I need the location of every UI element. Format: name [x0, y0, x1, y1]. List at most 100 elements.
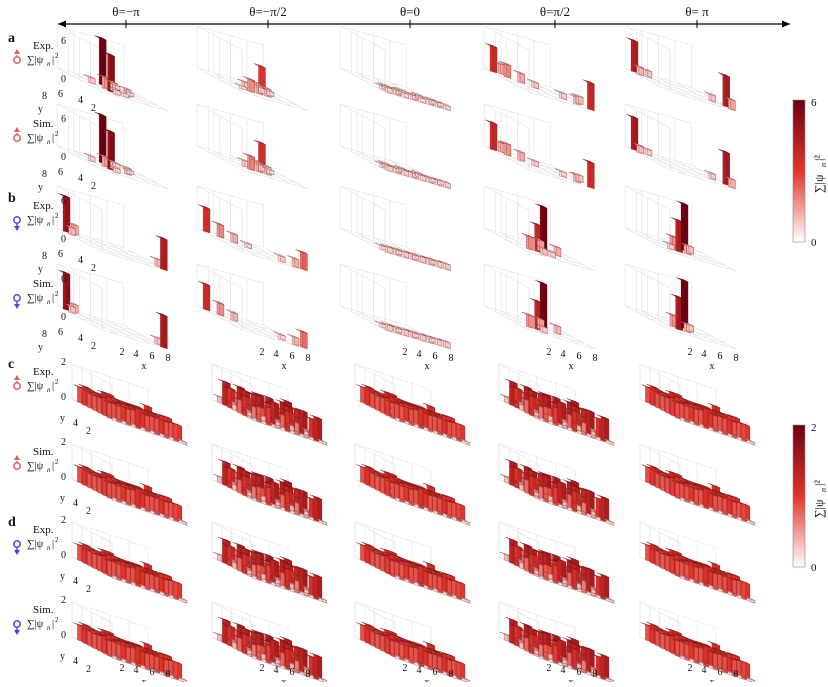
row-quantity-exponent: 2 — [55, 290, 59, 298]
colorbar-gradient — [793, 425, 805, 567]
y-tick: 8 — [42, 329, 47, 340]
row-quantity-subscript: n — [47, 624, 51, 632]
panel-2-1 — [197, 186, 308, 271]
panel-letter: d — [8, 515, 16, 530]
bar — [583, 80, 595, 111]
x-tick: 4 — [702, 349, 707, 360]
row-quantity-bar: | — [52, 293, 54, 304]
row-quantity-exponent: 2 — [55, 378, 59, 386]
theta-label: θ= π — [685, 4, 709, 19]
spin-up-icon — [14, 375, 20, 389]
row-quantity-subscript: n — [47, 466, 51, 474]
y-tick: 2 — [86, 506, 91, 517]
x-axis-label: x — [569, 677, 574, 682]
row-quantity-subscript: n — [47, 60, 51, 68]
theta-label: θ=π/2 — [540, 4, 570, 19]
x-tick: 4 — [134, 665, 139, 676]
spin-down-icon — [14, 217, 20, 231]
y-tick: 6 — [58, 327, 63, 338]
y-tick: 4 — [73, 498, 78, 509]
bar — [513, 149, 525, 162]
x-axis-label: x — [282, 677, 287, 682]
row-quantity-label: ∑|ψ — [27, 619, 44, 630]
floor-grid-line — [648, 80, 714, 99]
bar — [549, 323, 561, 335]
row-quantity-bar: | — [52, 539, 54, 550]
y-axis-label: y — [60, 651, 65, 662]
row-quantity-subscript: n — [47, 298, 51, 306]
y-axis-label: y — [38, 104, 43, 115]
x-tick: 8 — [306, 669, 311, 680]
panel-4-2 — [355, 364, 471, 446]
bar — [198, 281, 210, 311]
panel-3-1 — [197, 264, 308, 349]
theta-label: θ=−π — [112, 4, 140, 19]
row-kind-label: Exp. — [33, 366, 54, 378]
x-tick: 6 — [577, 667, 582, 678]
x-tick: 4 — [702, 665, 707, 676]
y-tick: 4 — [78, 95, 83, 106]
spin-up-icon — [14, 49, 20, 63]
y-tick: 4 — [73, 576, 78, 587]
panel-2-3 — [484, 186, 595, 271]
panel-1-2 — [340, 104, 451, 189]
x-tick: 4 — [134, 349, 139, 360]
panel-3-4 — [625, 264, 736, 349]
x-tick: 2 — [120, 347, 125, 358]
theta-label: θ=0 — [400, 4, 420, 19]
x-tick: 4 — [561, 349, 566, 360]
panel-1-4 — [625, 104, 736, 189]
z-tick-zero: 0 — [61, 74, 66, 85]
row-quantity-subscript: n — [47, 138, 51, 146]
x-axis-label: x — [425, 677, 430, 682]
y-tick: 6 — [58, 89, 63, 100]
panel-3-3 — [484, 264, 595, 349]
y-tick: 4 — [78, 255, 83, 266]
colorbar-axis-subscript: n — [819, 163, 828, 167]
bar — [626, 114, 638, 151]
x-axis-label: x — [425, 361, 430, 372]
row-quantity-exponent: 2 — [55, 616, 59, 624]
row-quantity-exponent: 2 — [55, 458, 59, 466]
x-tick: 8 — [449, 669, 454, 680]
x-axis-label: x — [569, 361, 574, 372]
row-quantity-label: ∑|ψ — [27, 539, 44, 550]
x-tick: 8 — [593, 353, 598, 364]
y-tick: 4 — [73, 656, 78, 667]
x-tick: 8 — [166, 353, 171, 364]
z-tick-zero: 0 — [61, 392, 66, 403]
spin-up-icon — [14, 455, 20, 469]
row-quantity-label: ∑|ψ — [27, 215, 44, 226]
y-axis-label: y — [60, 413, 65, 424]
row-quantity-subscript: n — [47, 220, 51, 228]
x-tick: 2 — [260, 347, 265, 358]
bar — [226, 310, 238, 322]
bar — [626, 38, 638, 73]
bar — [226, 231, 238, 244]
colorbar-max-label: 6 — [811, 97, 817, 109]
x-tick: 2 — [403, 663, 408, 674]
row-quantity-exponent: 2 — [55, 536, 59, 544]
panel-3-2 — [340, 264, 451, 349]
panel-1-3 — [484, 104, 595, 189]
x-tick: 8 — [593, 669, 598, 680]
colorbar-2: 20∑|ψn|² — [793, 422, 828, 574]
floor-grid-line — [220, 318, 286, 337]
panel-5-4 — [640, 444, 756, 526]
x-tick: 4 — [561, 665, 566, 676]
x-tick: 6 — [433, 667, 438, 678]
x-tick: 4 — [274, 349, 279, 360]
z-tick-zero: 0 — [61, 312, 66, 323]
bar — [485, 43, 497, 73]
spin-down-icon — [14, 295, 20, 309]
panel-6-4 — [640, 522, 756, 604]
row-quantity-label: ∑|ψ — [27, 55, 44, 66]
panel-7-2 — [355, 602, 471, 682]
panel-0-3 — [484, 26, 595, 111]
x-tick: 4 — [417, 665, 422, 676]
colorbar-axis-exponent: |² — [812, 155, 826, 161]
panel-0-1 — [197, 26, 308, 111]
y-axis-label: y — [38, 264, 43, 275]
z-tick-zero: 0 — [61, 472, 66, 483]
x-axis-label: x — [142, 361, 147, 372]
